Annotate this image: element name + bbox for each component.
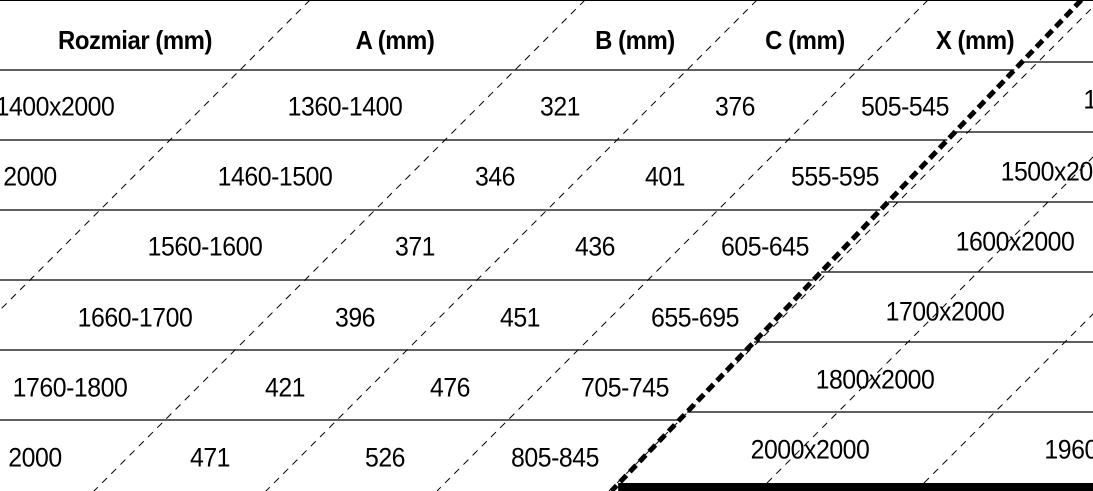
table-cell: 396: [334, 302, 376, 333]
table-cell: 1500x2000: [1000, 156, 1093, 187]
shear-edge: [609, 0, 1084, 491]
table-cell: 1700x2000: [885, 296, 1005, 327]
table-cell: 1460-1500: [217, 161, 333, 192]
table-cell: 705-745: [581, 372, 669, 403]
column-divider: [436, 0, 929, 491]
table-cell: 655-695: [651, 302, 739, 333]
table-cell: 526: [364, 442, 406, 473]
table-cell: 1960-: [1044, 434, 1093, 465]
column-divider: [758, 156, 1093, 491]
table-cell: 2000: [3, 161, 57, 192]
table-cell: 1600x2000: [955, 226, 1075, 257]
header-a: A (mm): [355, 25, 435, 55]
table-cell: 1760-1800: [12, 372, 128, 403]
column-divider: [93, 0, 586, 491]
table-cell: 476: [429, 372, 471, 403]
table-cell: 436: [574, 231, 616, 262]
table-cell: 321: [539, 91, 581, 122]
table-cell: 1560-1600: [147, 231, 263, 262]
table-cell: 1660-1700: [77, 302, 193, 333]
table-cell: 401: [644, 161, 686, 192]
table-cell: 1: [1083, 86, 1093, 114]
table-cell: 1400x2000: [0, 91, 115, 122]
table-cell: 1800x2000: [815, 364, 935, 395]
table-cell: 421: [264, 372, 306, 403]
header-b: B (mm): [595, 25, 675, 55]
table-cell: 2000x2000: [750, 434, 870, 465]
header-x: X (mm): [935, 25, 1015, 55]
table-cell: 1360-1400: [287, 91, 403, 122]
table-cell: 471: [189, 442, 231, 473]
table-cell: 371: [394, 231, 436, 262]
table-cell: 2000: [8, 442, 62, 473]
table-cell: 376: [714, 91, 756, 122]
table-cell: 505-545: [861, 91, 949, 122]
column-divider: [265, 0, 758, 491]
column-divider: [915, 313, 1093, 491]
table-cell: 346: [474, 161, 516, 192]
table-cell: 451: [499, 302, 541, 333]
bottom-bar: [618, 483, 1093, 491]
header-size: Rozmiar (mm): [58, 25, 212, 55]
header-c: C (mm): [765, 25, 845, 55]
table-cell: 555-595: [791, 161, 879, 192]
table-cell: 805-845: [511, 442, 599, 473]
table-cell: 605-645: [721, 231, 809, 262]
